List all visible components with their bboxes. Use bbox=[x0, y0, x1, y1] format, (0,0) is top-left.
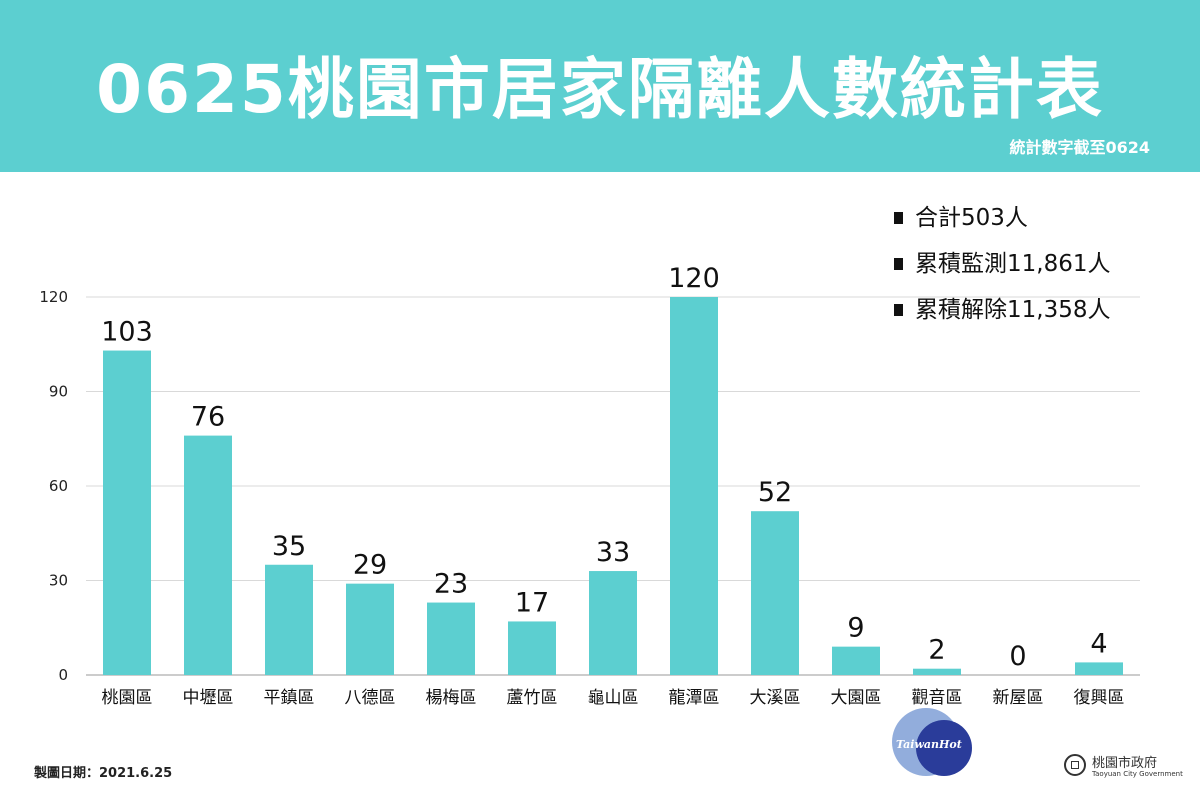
bar bbox=[670, 297, 718, 675]
square-bullet-icon bbox=[894, 212, 903, 224]
x-category-label: 龍潭區 bbox=[669, 688, 720, 708]
page-title: 0625桃園市居家隔離人數統計表 bbox=[96, 51, 1104, 128]
gov-name-en: Taoyuan City Government bbox=[1092, 770, 1183, 778]
bar bbox=[265, 564, 313, 675]
x-category-label: 蘆竹區 bbox=[507, 688, 558, 708]
watermark-text: TaiwanHot bbox=[896, 738, 962, 751]
header-banner: 0625桃園市居家隔離人數統計表 統計數字截至0624 bbox=[0, 0, 1200, 172]
bar bbox=[103, 350, 151, 675]
bar bbox=[589, 571, 637, 675]
bar bbox=[751, 511, 799, 675]
summary-item-monitored: 累積監測11,861人 bbox=[894, 244, 1110, 290]
bar bbox=[184, 435, 232, 675]
bar bbox=[832, 646, 880, 675]
y-tick-label: 60 bbox=[49, 477, 68, 495]
y-tick-label: 0 bbox=[58, 666, 68, 684]
square-bullet-icon bbox=[894, 258, 903, 270]
x-category-label: 觀音區 bbox=[912, 688, 963, 708]
bar bbox=[1075, 662, 1123, 675]
bar-value-label: 33 bbox=[596, 537, 630, 568]
x-category-label: 龜山區 bbox=[588, 688, 639, 708]
bar-value-label: 76 bbox=[191, 402, 225, 433]
summary-item-released: 累積解除11,358人 bbox=[894, 290, 1110, 336]
bar bbox=[913, 668, 961, 675]
square-bullet-icon bbox=[894, 304, 903, 316]
bar-value-label: 103 bbox=[101, 317, 153, 348]
bar-value-label: 120 bbox=[668, 263, 720, 294]
bar bbox=[427, 602, 475, 675]
bar-value-label: 0 bbox=[1009, 641, 1026, 672]
x-category-label: 中壢區 bbox=[183, 688, 234, 708]
bar-value-label: 2 bbox=[928, 635, 945, 666]
taiwanhot-watermark-logo: TaiwanHot bbox=[892, 708, 972, 780]
y-tick-label: 120 bbox=[39, 288, 68, 306]
summary-item-total: 合計503人 bbox=[894, 198, 1110, 244]
chart-date: 製圖日期：2021.6.25 bbox=[34, 766, 173, 781]
x-category-label: 桃園區 bbox=[102, 688, 153, 708]
x-category-label: 新屋區 bbox=[993, 688, 1044, 708]
bar bbox=[346, 583, 394, 675]
bar-value-label: 23 bbox=[434, 569, 468, 600]
x-category-label: 復興區 bbox=[1074, 688, 1125, 708]
summary-text: 累積監測11,861人 bbox=[915, 251, 1111, 277]
summary-text: 合計503人 bbox=[915, 205, 1028, 231]
bar bbox=[508, 621, 556, 675]
bar-value-label: 35 bbox=[272, 531, 306, 562]
y-tick-label: 90 bbox=[49, 383, 68, 401]
data-cutoff-note: 統計數字截至0624 bbox=[1009, 138, 1150, 157]
bar-value-label: 29 bbox=[353, 550, 387, 581]
x-category-label: 平鎮區 bbox=[264, 688, 315, 708]
x-category-label: 八德區 bbox=[345, 688, 396, 708]
x-category-label: 大溪區 bbox=[750, 688, 801, 708]
bar-value-label: 9 bbox=[847, 613, 864, 644]
summary-list: 合計503人 累積監測11,861人 累積解除11,358人 bbox=[894, 198, 1110, 336]
bar-value-label: 52 bbox=[758, 477, 792, 508]
x-category-label: 楊梅區 bbox=[426, 688, 477, 708]
x-category-label: 大園區 bbox=[831, 688, 882, 708]
watermark-circle-icon bbox=[916, 720, 972, 776]
bar-value-label: 4 bbox=[1090, 628, 1107, 659]
bar-value-label: 17 bbox=[515, 587, 549, 618]
y-tick-label: 30 bbox=[49, 572, 68, 590]
summary-text: 累積解除11,358人 bbox=[915, 297, 1111, 323]
city-seal-icon bbox=[1064, 754, 1086, 776]
gov-logo: 桃園市政府 Taoyuan City Government bbox=[1064, 752, 1183, 782]
gov-name: 桃園市政府 bbox=[1092, 756, 1158, 771]
